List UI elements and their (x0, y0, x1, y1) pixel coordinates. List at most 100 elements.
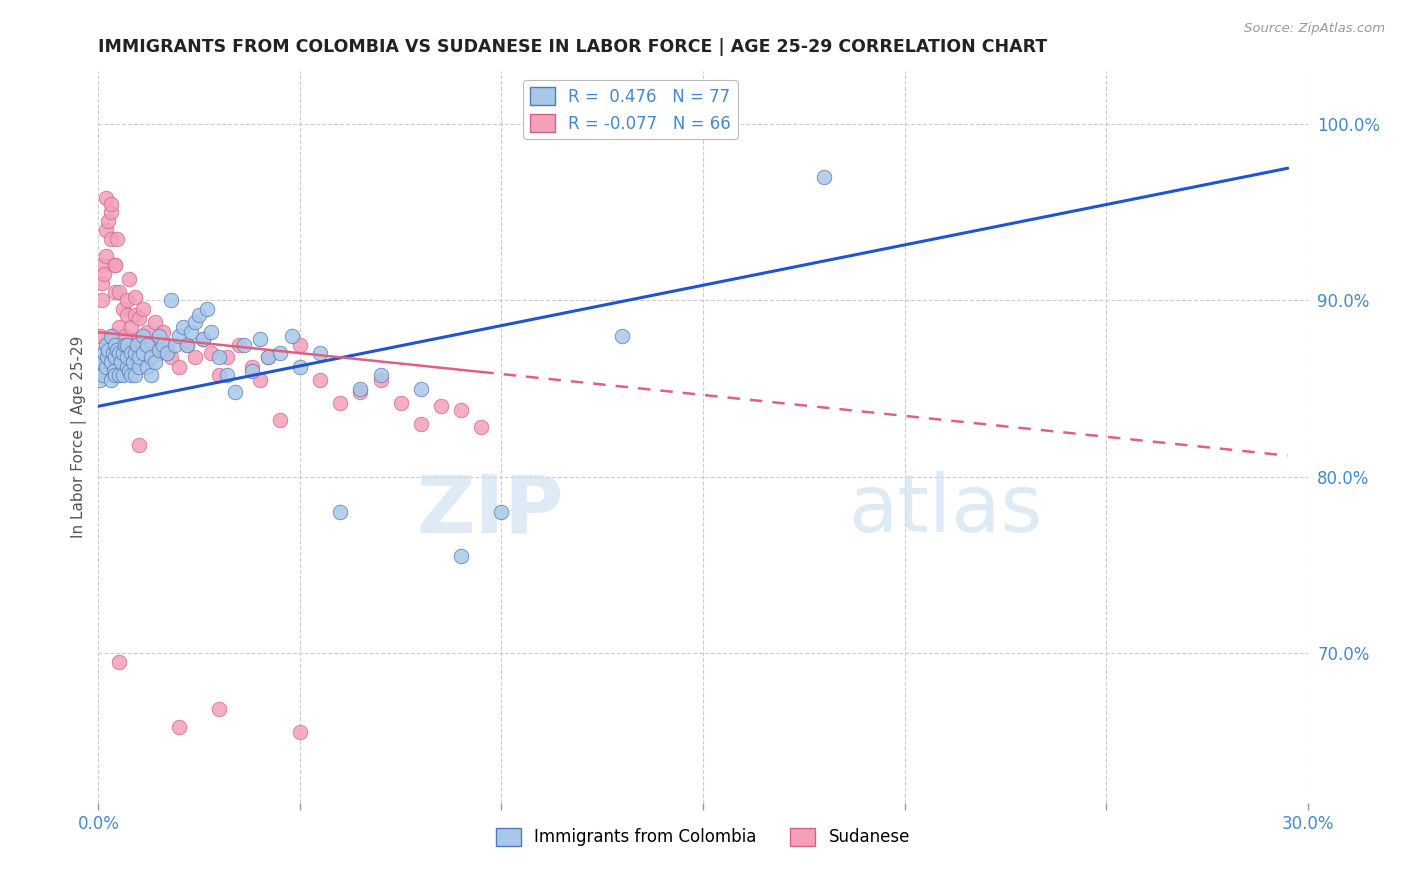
Point (121, 337, 143, 351)
Point (139, 368, 162, 382)
Point (97, 343, 120, 357)
Point (370, 373, 392, 387)
Point (128, 360, 150, 375)
Point (288, 337, 311, 351)
Point (97, 214, 120, 228)
Point (184, 315, 207, 329)
Point (180, 325, 202, 339)
Point (105, 232, 128, 246)
Point (89, 373, 111, 387)
Point (90, 364, 112, 378)
Point (309, 346, 332, 360)
Point (349, 382, 371, 396)
Point (101, 346, 124, 360)
Point (152, 337, 174, 351)
Point (409, 382, 432, 396)
Point (128, 311, 150, 326)
Point (100, 205, 122, 219)
Point (103, 258, 125, 272)
Point (269, 346, 291, 360)
Point (370, 368, 392, 382)
Text: atlas: atlas (848, 471, 1042, 549)
Point (104, 350, 127, 364)
Point (256, 350, 278, 364)
Point (100, 373, 122, 387)
Point (148, 343, 170, 357)
Point (111, 368, 134, 382)
Point (240, 364, 263, 378)
Point (107, 368, 129, 382)
Point (120, 346, 142, 360)
Point (115, 350, 138, 364)
Point (89, 328, 111, 343)
Point (135, 325, 157, 339)
Point (224, 385, 246, 400)
Point (91, 258, 114, 272)
Point (91, 276, 114, 290)
Point (232, 337, 254, 351)
Point (208, 350, 231, 364)
Point (152, 325, 174, 339)
Point (430, 399, 453, 413)
Point (135, 337, 157, 351)
Point (163, 337, 186, 351)
Point (281, 328, 304, 343)
Point (124, 290, 146, 304)
Point (450, 402, 472, 417)
Point (94, 360, 117, 375)
Point (91, 368, 114, 382)
Point (93, 346, 115, 360)
Point (309, 373, 332, 387)
Point (111, 302, 134, 317)
Point (96, 191, 118, 205)
Point (118, 364, 141, 378)
Point (120, 320, 142, 334)
Point (111, 346, 134, 360)
Point (105, 343, 128, 357)
Point (111, 346, 134, 360)
Point (143, 315, 166, 329)
Point (103, 285, 125, 299)
Point (195, 302, 218, 317)
Point (148, 346, 170, 360)
Point (115, 308, 138, 322)
Point (132, 302, 155, 317)
Point (217, 368, 239, 382)
Point (193, 332, 215, 346)
Point (115, 360, 138, 375)
Point (100, 355, 122, 369)
Text: ZIP: ZIP (416, 471, 564, 549)
Point (135, 360, 157, 375)
Point (389, 395, 412, 409)
Point (96, 223, 118, 237)
Point (256, 350, 278, 364)
Point (94, 249, 117, 263)
Point (172, 320, 194, 334)
Point (93, 267, 115, 281)
Point (217, 350, 239, 364)
Point (200, 325, 222, 339)
Point (329, 505, 352, 519)
Point (132, 346, 155, 360)
Point (110, 355, 132, 369)
Point (107, 320, 129, 334)
Point (96, 337, 118, 351)
Point (491, 505, 513, 519)
Point (813, 170, 835, 185)
Point (128, 332, 150, 346)
Point (329, 395, 352, 409)
Point (228, 337, 250, 351)
Point (288, 725, 311, 739)
Point (100, 328, 122, 343)
Point (450, 549, 472, 563)
Point (107, 655, 129, 669)
Point (612, 328, 634, 343)
Point (470, 420, 492, 434)
Point (139, 337, 162, 351)
Point (90, 293, 112, 308)
Point (288, 360, 311, 375)
Point (143, 355, 166, 369)
Point (117, 337, 139, 351)
Point (117, 293, 139, 308)
Point (176, 337, 198, 351)
